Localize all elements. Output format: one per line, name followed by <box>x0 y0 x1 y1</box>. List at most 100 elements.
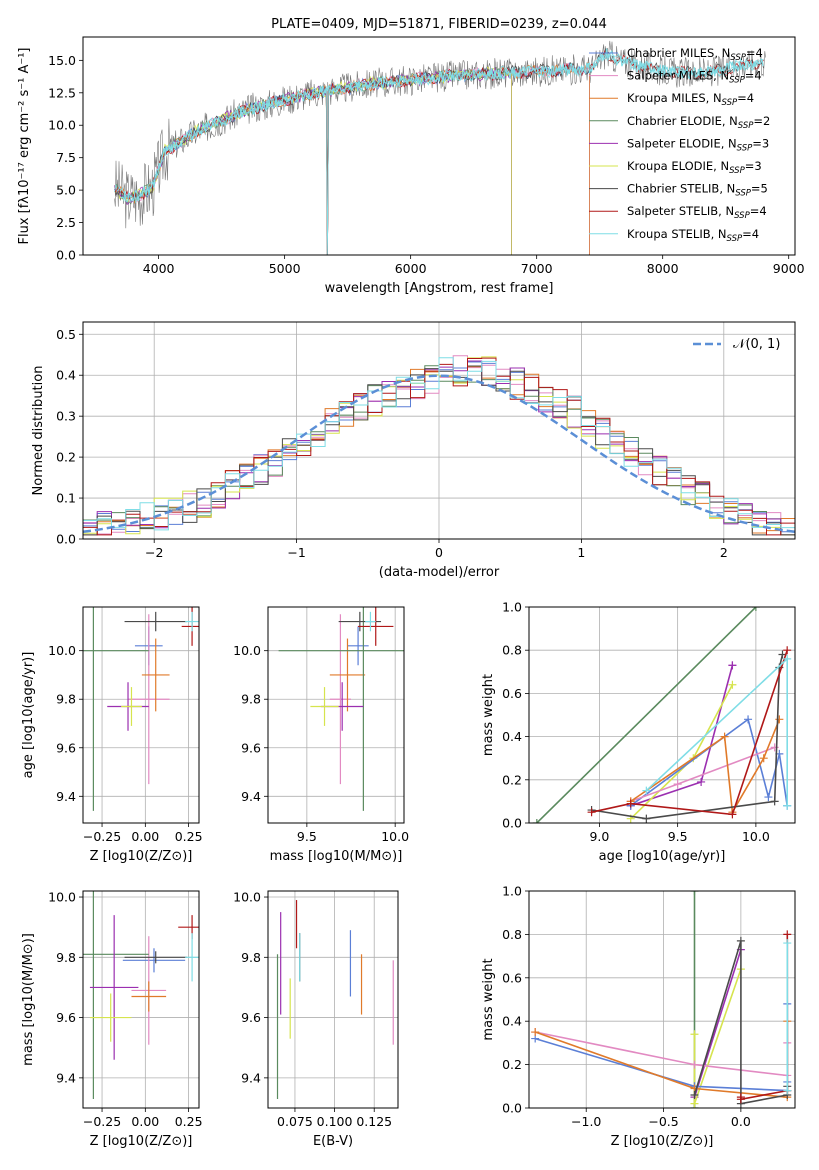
x-axis-label: wavelength [Angstrom, rest frame] <box>325 281 554 296</box>
plus-marker <box>720 732 729 741</box>
y-tick-label: 10.0 <box>233 643 261 658</box>
legend-entry: 𝒩(0, 1) <box>733 337 780 352</box>
x-tick-label: −1.0 <box>571 1114 601 1129</box>
y-tick-label: 7.5 <box>56 150 76 165</box>
mass-weight-plot <box>531 891 792 1108</box>
histogram-plot <box>83 355 795 536</box>
y-tick-label: 0.6 <box>502 686 522 701</box>
errorbar-plot <box>83 891 199 1099</box>
y-tick-label: 9.6 <box>241 740 261 755</box>
y-tick-label: 9.6 <box>241 1010 261 1025</box>
y-tick-label: 0.2 <box>56 450 76 465</box>
mass-weight-line <box>630 746 775 803</box>
plus-marker <box>532 819 541 823</box>
y-tick-label: 9.4 <box>56 1070 76 1085</box>
y-tick-label: 0.0 <box>56 532 76 547</box>
y-tick-label: 10.0 <box>48 890 76 905</box>
x-tick-label: 4000 <box>143 261 175 276</box>
x-axis-label: Z [log10(Z/Z⊙)] <box>611 1134 714 1149</box>
y-tick-label: 9.8 <box>56 692 76 707</box>
y-tick-label: 12.5 <box>48 85 76 100</box>
plus-marker <box>690 1099 699 1108</box>
plus-marker <box>690 1030 699 1039</box>
y-tick-label: 0.4 <box>502 729 522 744</box>
x-tick-label: −2 <box>145 545 163 560</box>
plus-marker <box>783 1086 792 1095</box>
plot-frame <box>82 36 796 256</box>
plus-marker <box>728 661 737 670</box>
plus-marker <box>751 607 760 611</box>
x-axis-label: Z [log10(Z/Z⊙)] <box>90 1134 193 1149</box>
legend-entry: Salpeter STELIB, NSSP=4 <box>627 204 767 221</box>
y-tick-label: 0.0 <box>502 1101 522 1116</box>
x-axis-label: (data-model)/error <box>379 565 500 580</box>
x-tick-label: −0.5 <box>648 1114 678 1129</box>
y-tick-label: 9.8 <box>241 950 261 965</box>
y-axis-label: mass [log10(M/M⊙)] <box>21 933 36 1066</box>
model-spectrum-line <box>114 50 764 255</box>
y-axis-label: Flux [fλ10⁻¹⁷ erg cm⁻² s⁻¹ A⁻¹] <box>17 48 32 245</box>
x-axis-label: E(B-V) <box>313 1134 353 1149</box>
y-tick-label: 0.4 <box>56 368 76 383</box>
x-axis-label: Z [log10(Z/Z⊙)] <box>90 849 193 864</box>
model-spectrum-line <box>120 48 764 203</box>
y-tick-label: 0.8 <box>502 643 522 658</box>
y-tick-label: 0.0 <box>502 816 522 831</box>
plot-frame <box>528 606 796 824</box>
y-tick-label: 15.0 <box>48 53 76 68</box>
x-tick-label: −0.25 <box>83 1114 121 1129</box>
plus-marker <box>673 780 682 789</box>
plus-marker <box>728 810 737 819</box>
plot-frame <box>267 890 399 1109</box>
y-tick-label: 9.6 <box>56 740 76 755</box>
plus-marker <box>690 1090 699 1099</box>
legend-entry: Chabrier STELIB, NSSP=5 <box>627 182 768 199</box>
x-tick-label: 0.075 <box>277 1114 313 1129</box>
plus-marker <box>626 799 635 808</box>
mass-weight-line <box>630 684 734 820</box>
y-tick-label: 0.2 <box>502 1057 522 1072</box>
plus-marker <box>783 801 792 810</box>
y-tick-label: 10.0 <box>48 118 76 133</box>
y-tick-label: 0.1 <box>56 491 76 506</box>
y-tick-label: 9.4 <box>241 789 261 804</box>
mass-weight-line <box>693 949 742 1098</box>
plot-frame <box>82 321 796 540</box>
y-tick-label: 0.5 <box>56 327 76 342</box>
y-axis-label: mass weight <box>481 674 496 756</box>
mass-weight-plot <box>532 607 792 823</box>
legend-entry: Kroupa MILES, NSSP=4 <box>627 91 754 108</box>
errorbar-plot <box>278 607 404 811</box>
plus-marker <box>764 793 773 802</box>
x-tick-label: −0.25 <box>83 829 121 844</box>
mass-weight-line <box>534 1021 789 1099</box>
y-tick-label: 9.4 <box>241 1070 261 1085</box>
y-axis-label: mass weight <box>481 958 496 1040</box>
y-tick-label: 0.0 <box>56 248 76 263</box>
plot-frame <box>528 890 796 1109</box>
x-tick-label: 0.25 <box>175 829 203 844</box>
legend-entry: Kroupa ELODIE, NSSP=3 <box>627 159 762 176</box>
plus-marker <box>697 777 706 786</box>
x-tick-label: 10.0 <box>381 829 409 844</box>
x-axis-label: age [log10(age/yr)] <box>599 849 726 864</box>
x-tick-label: 0.0 <box>731 1114 751 1129</box>
y-tick-label: 1.0 <box>502 600 522 615</box>
chart-title: PLATE=0409, MJD=51871, FIBERID=0239, z=0… <box>271 17 607 32</box>
x-tick-label: 8000 <box>647 261 679 276</box>
y-axis-label: age [log10(age/yr)] <box>21 652 36 779</box>
plus-marker <box>744 715 753 724</box>
x-tick-label: 0.125 <box>356 1114 392 1129</box>
normal-curve <box>83 374 795 534</box>
plus-marker <box>736 1095 745 1104</box>
legend-entry: Kroupa STELIB, NSSP=4 <box>627 227 759 244</box>
x-axis-label: mass [log10(M/M⊙)] <box>270 849 403 864</box>
y-tick-label: 9.8 <box>56 950 76 965</box>
x-tick-label: 9.5 <box>668 829 688 844</box>
plus-marker <box>642 814 651 823</box>
y-tick-label: 0.8 <box>502 927 522 942</box>
x-tick-label: 7000 <box>521 261 553 276</box>
mass-weight-line <box>535 1031 789 1077</box>
x-tick-label: 10.0 <box>742 829 770 844</box>
x-tick-label: 9.0 <box>589 829 609 844</box>
